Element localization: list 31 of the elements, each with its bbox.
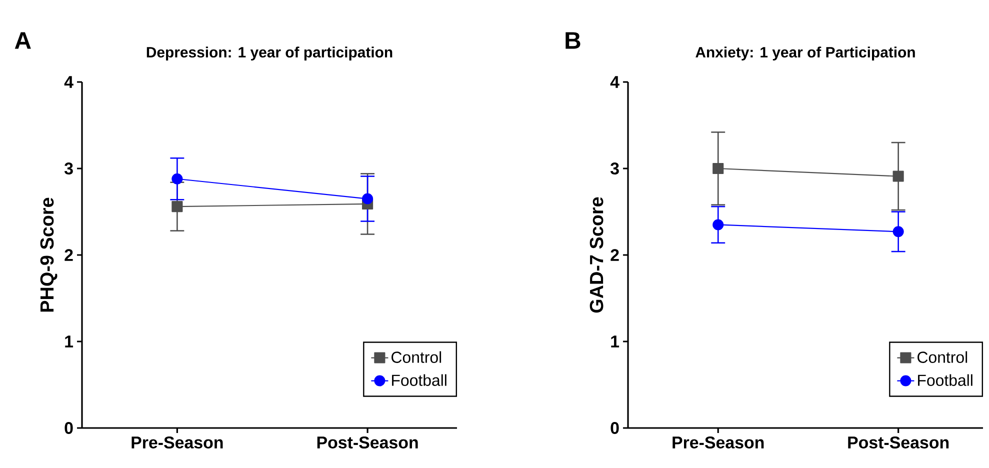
point — [172, 201, 183, 212]
legend-label: Control — [918, 351, 968, 363]
legend-label: Football — [392, 374, 446, 386]
y-tick-label: 2 — [610, 249, 619, 261]
y-axis-title: PHQ-9 Score — [40, 198, 58, 312]
point — [362, 193, 374, 204]
legend-label: Football — [918, 374, 972, 386]
point — [712, 162, 724, 174]
y-axis-title: GAD-7 Score — [590, 197, 604, 313]
y-tick-label: 1 — [611, 336, 620, 348]
y-tick-label: 2 — [64, 249, 73, 261]
x-tick-label: Post-Season — [317, 436, 418, 448]
y-tick-label: 4 — [64, 76, 74, 88]
y-tick-label: 0 — [610, 422, 619, 434]
chart-title: Anxiety: 1 year of Participation — [696, 46, 915, 60]
point — [892, 170, 904, 182]
y-tick-label: 1 — [65, 336, 74, 348]
x-tick-label: Pre-Season — [132, 436, 223, 448]
text: B — [566, 32, 580, 49]
y-tick-label: 3 — [610, 162, 619, 175]
point — [892, 226, 904, 238]
y-tick-label: 0 — [64, 422, 73, 434]
y-tick-label: 3 — [64, 162, 73, 175]
point — [712, 219, 724, 230]
point — [172, 173, 183, 184]
legend-label: Control — [392, 351, 442, 363]
text: A — [14, 32, 31, 49]
x-tick-label: Post-Season — [848, 436, 949, 448]
y-tick-label: 4 — [610, 76, 620, 88]
chart-title: Depression: 1 year of participation — [146, 46, 392, 60]
x-tick-label: Pre-Season — [672, 436, 764, 448]
